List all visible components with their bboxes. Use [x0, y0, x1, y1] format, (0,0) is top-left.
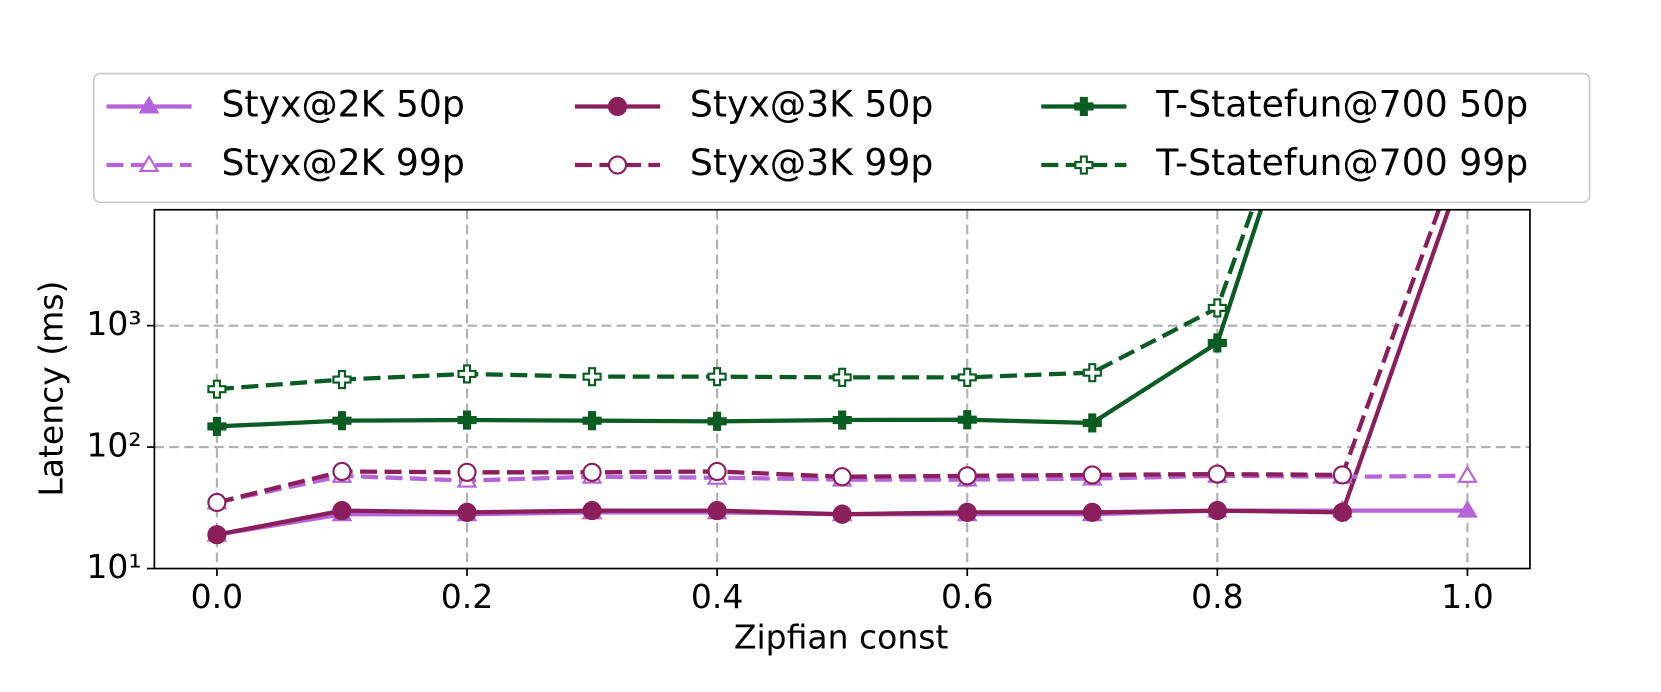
marker	[957, 410, 977, 430]
x-tick-label: 0.4	[691, 577, 743, 616]
x-tick-label: 0.8	[1191, 577, 1243, 616]
x-axis-label: Zipfian const	[734, 617, 949, 656]
marker	[582, 411, 602, 431]
marker	[1082, 502, 1102, 522]
marker	[207, 492, 227, 513]
marker	[957, 367, 977, 387]
legend-label: Styx@2K 50p	[221, 82, 464, 125]
marker	[1082, 363, 1102, 383]
grid	[154, 209, 1530, 569]
x-tick-label: 1.0	[1441, 577, 1493, 616]
marker	[1332, 502, 1352, 522]
y-tick-label: 10¹	[86, 547, 141, 586]
legend-label: T-Statefun@700 99p	[1155, 141, 1528, 184]
marker	[832, 467, 852, 487]
marker	[707, 501, 727, 521]
marker	[582, 462, 602, 482]
marker	[1207, 333, 1227, 353]
marker	[707, 411, 727, 431]
marker	[457, 364, 477, 384]
marker	[207, 379, 227, 399]
marker	[1082, 465, 1102, 485]
legend-label: Styx@3K 99p	[690, 141, 933, 184]
marker	[607, 96, 628, 117]
marker	[457, 410, 477, 430]
x-tick-label: 0.6	[941, 577, 993, 616]
marker	[332, 369, 352, 390]
series-area	[206, 209, 1478, 545]
series-line	[216, 209, 1264, 429]
marker	[457, 462, 477, 482]
marker	[1207, 501, 1227, 521]
marker	[957, 502, 977, 522]
marker	[832, 504, 852, 524]
marker	[207, 416, 227, 436]
marker	[138, 154, 160, 173]
series-line	[216, 209, 1255, 392]
legend-label: Styx@2K 99p	[221, 141, 464, 184]
marker	[457, 502, 477, 522]
marker	[832, 410, 852, 430]
marker	[1082, 413, 1102, 433]
marker	[707, 367, 727, 387]
marker	[1074, 96, 1094, 117]
marker	[607, 155, 628, 175]
legend: Styx@2K 50p Styx@3K 50p T-Statefun@700 50p…	[106, 82, 1528, 184]
marker	[582, 367, 602, 387]
marker	[1207, 464, 1227, 484]
legend-box	[92, 72, 1591, 204]
y-tick-label: 10²	[86, 426, 141, 465]
plot-frame	[153, 208, 1531, 570]
marker	[582, 501, 602, 521]
marker	[332, 501, 352, 521]
y-tick-label: 10³	[86, 304, 141, 343]
marker	[1332, 465, 1352, 485]
marker	[1207, 298, 1227, 318]
marker	[332, 461, 352, 482]
marker	[1074, 155, 1094, 175]
marker	[138, 95, 160, 114]
marker	[207, 525, 227, 545]
x-tick-label: 0.0	[191, 577, 243, 616]
y-axis-label: Latency (ms)	[32, 281, 71, 497]
marker	[332, 411, 352, 431]
legend-label: T-Statefun@700 50p	[1155, 82, 1528, 125]
marker	[707, 461, 727, 482]
marker	[1457, 499, 1478, 518]
marker	[1457, 465, 1478, 483]
marker	[957, 466, 977, 486]
marker	[832, 367, 852, 387]
legend-label: Styx@3K 50p	[690, 82, 933, 125]
chart-root: Zipfian const Latency (ms) Styx@2K 50p St…	[32, 72, 1591, 656]
x-tick-label: 0.2	[441, 577, 493, 616]
